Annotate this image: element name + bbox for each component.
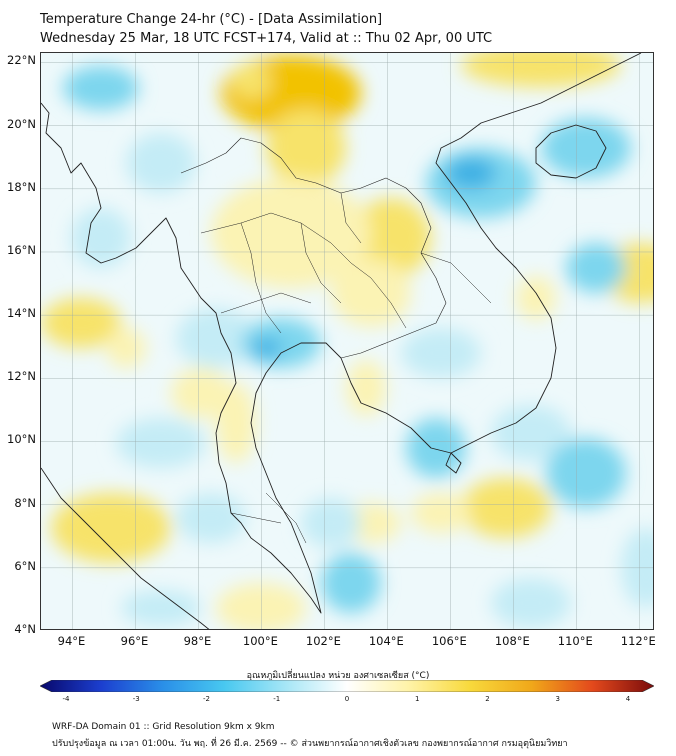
coastlines bbox=[41, 53, 642, 629]
cool-patch bbox=[71, 208, 131, 268]
cool-patch bbox=[566, 243, 626, 293]
colorbar-tick-label: -3 bbox=[132, 695, 140, 703]
longitude-tick-label: 104°E bbox=[368, 634, 404, 648]
longitude-tick-label: 106°E bbox=[431, 634, 467, 648]
footer-model-info: WRF-DA Domain 01 :: Grid Resolution 9km … bbox=[52, 722, 275, 732]
colorbar-tick-label: 2 bbox=[485, 695, 490, 703]
latitude-tick-label: 14°N bbox=[7, 306, 36, 321]
colorbar bbox=[40, 680, 654, 692]
latitude-tick-label: 22°N bbox=[7, 53, 36, 68]
warm-patch bbox=[266, 110, 346, 186]
cool-patch bbox=[406, 418, 466, 478]
longitude-tick-label: 96°E bbox=[120, 634, 149, 648]
hainan-coastline bbox=[535, 124, 607, 179]
cool-patch bbox=[301, 498, 361, 548]
warm-patch bbox=[351, 198, 431, 278]
map-panel[interactable] bbox=[40, 52, 654, 630]
longitude-tick-label: 112°E bbox=[620, 634, 656, 648]
longitude-tick-label: 94°E bbox=[57, 634, 86, 648]
cool-patch bbox=[491, 578, 571, 628]
longitude-tick-label: 110°E bbox=[557, 634, 593, 648]
colorbar-tick-label: -4 bbox=[62, 695, 70, 703]
warm-patch bbox=[211, 178, 371, 288]
colorbar-tick-label: -1 bbox=[273, 695, 281, 703]
mainland-coastline bbox=[41, 53, 642, 614]
colorbar-gradient bbox=[40, 680, 654, 692]
longitude-tick-label: 108°E bbox=[494, 634, 530, 648]
cool-patch bbox=[446, 157, 496, 189]
cool-patch bbox=[116, 418, 206, 468]
warm-patch bbox=[461, 478, 551, 538]
warm-patch bbox=[516, 276, 556, 320]
warm-patch bbox=[461, 53, 621, 87]
colorbar-tick-label: 3 bbox=[555, 695, 560, 703]
warm-patch bbox=[346, 360, 386, 416]
longitude-tick-label: 98°E bbox=[183, 634, 212, 648]
warm-patch bbox=[216, 583, 306, 629]
latitude-tick-label: 6°N bbox=[14, 558, 36, 573]
gulf-islands bbox=[445, 452, 462, 474]
cool-patch bbox=[121, 590, 201, 626]
colorbar-tick-label: 0 bbox=[344, 695, 350, 703]
cool-patch bbox=[126, 133, 196, 193]
latitude-tick-label: 20°N bbox=[7, 116, 36, 131]
colorbar-tick-label: 1 bbox=[415, 695, 420, 703]
colorbar-tick-label: 4 bbox=[625, 695, 631, 703]
cool-patch bbox=[251, 338, 281, 358]
cool-patch bbox=[63, 66, 139, 110]
longitude-tick-label: 100°E bbox=[242, 634, 278, 648]
cool-patch bbox=[541, 118, 631, 178]
warm-patch bbox=[171, 368, 231, 418]
colorbar-tick-label: -2 bbox=[203, 695, 210, 703]
cool-patch bbox=[176, 493, 246, 543]
sumatra-coastline bbox=[41, 467, 210, 629]
inner-borders bbox=[200, 192, 492, 334]
malay-border bbox=[230, 492, 307, 544]
latitude-tick-label: 8°N bbox=[14, 495, 36, 510]
latitude-tick-label: 18°N bbox=[7, 179, 36, 194]
latitude-tick-label: 10°N bbox=[7, 432, 36, 447]
warm-patch bbox=[106, 328, 146, 368]
warm-patch bbox=[231, 63, 271, 99]
chart-title: Temperature Change 24-hr (°C) - [Data As… bbox=[40, 12, 383, 27]
colorbar-title: อุณหภูมิเปลี่ยนแปลง หน่วย องศาเซลเซียส (… bbox=[246, 671, 430, 681]
footer-credit: ปรับปรุงข้อมูล ณ เวลา 01:00น. วัน พฤ. ที… bbox=[52, 739, 568, 749]
cool-patch bbox=[491, 405, 571, 461]
warm-patch bbox=[41, 298, 121, 348]
graticule bbox=[41, 53, 653, 629]
longitude-tick-label: 102°E bbox=[305, 634, 341, 648]
temperature-field bbox=[41, 53, 653, 629]
cool-patch bbox=[401, 328, 481, 378]
cool-patch bbox=[176, 308, 256, 368]
thai-border bbox=[180, 137, 447, 359]
warm-patch bbox=[331, 259, 411, 327]
cool-patch bbox=[546, 438, 626, 508]
warm-patch bbox=[411, 493, 471, 533]
latitude-tick-label: 4°N bbox=[14, 622, 36, 636]
temperature-change-map bbox=[41, 53, 653, 629]
latitude-tick-label: 12°N bbox=[7, 369, 36, 384]
cool-patch bbox=[321, 553, 381, 613]
warm-patch bbox=[51, 493, 171, 563]
chart-subtitle: Wednesday 25 Mar, 18 UTC FCST+174, Valid… bbox=[40, 31, 493, 46]
latitude-tick-label: 16°N bbox=[7, 242, 36, 257]
